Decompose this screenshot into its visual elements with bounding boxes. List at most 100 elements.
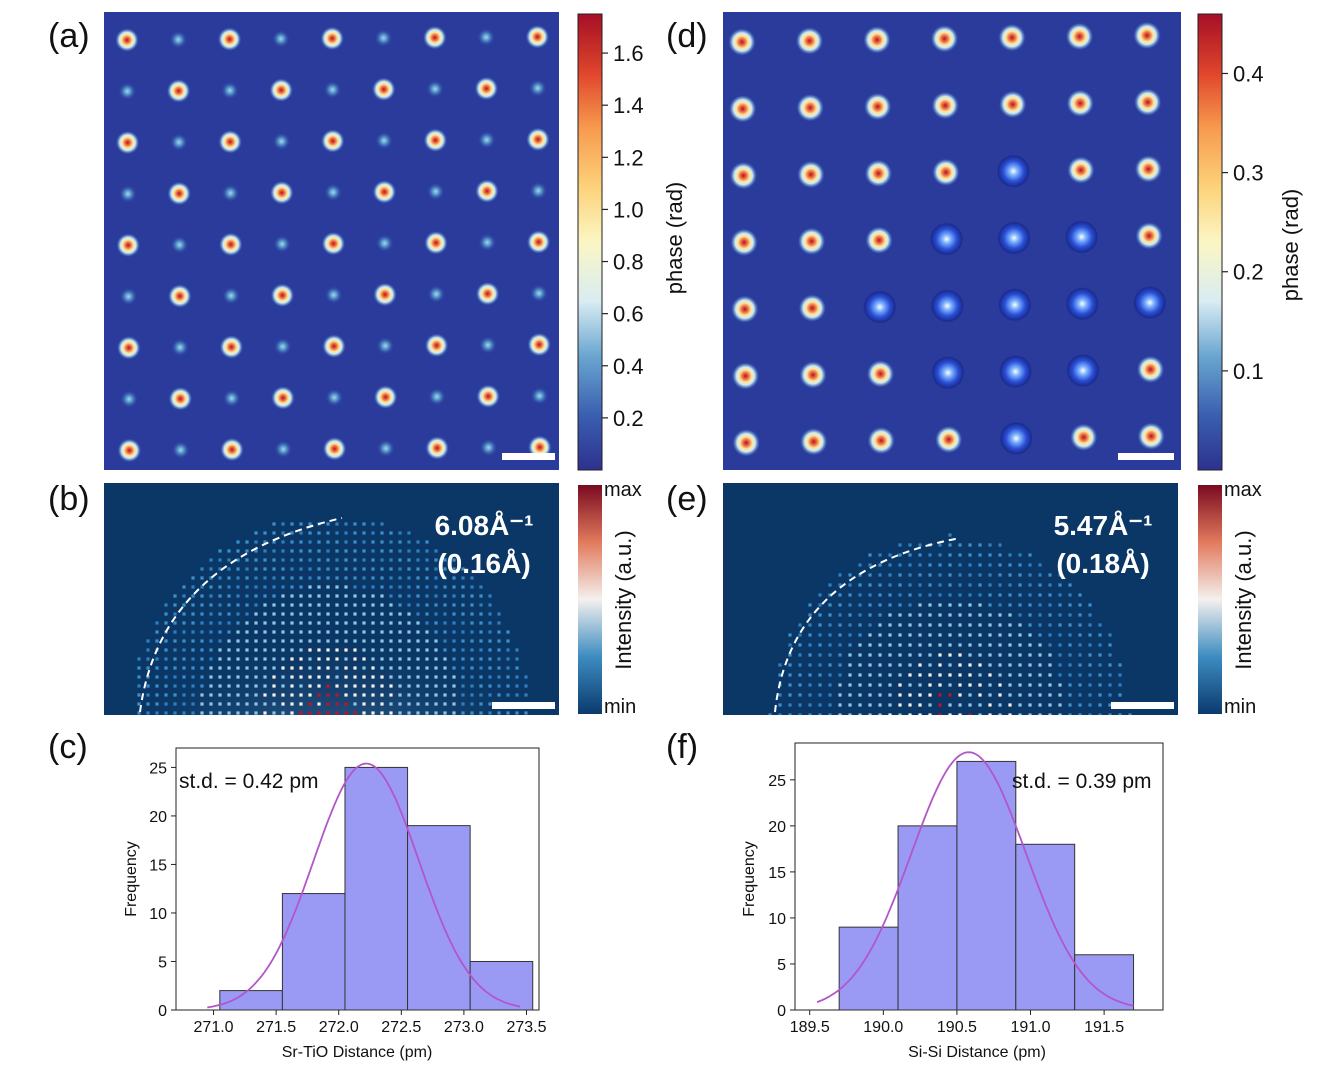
diffraction-spot [1008,713,1012,715]
atom-column-strong [220,437,244,462]
diffraction-spot [335,657,339,661]
diffraction-spot [164,648,168,652]
atom-column [863,25,891,54]
diffraction-spot [968,563,972,567]
diffraction-spot [155,639,159,643]
diffraction-spot [299,648,303,652]
diffraction-spot [1058,603,1062,607]
diffraction-spot [272,549,276,553]
diffraction-spot [908,573,912,577]
diffraction-spot [272,630,276,634]
diffraction-spot [281,531,285,535]
diffraction-spot [362,585,366,589]
diffraction-spot [968,553,972,557]
diffraction-spot [263,711,267,715]
histogram-bar [1015,843,1076,1011]
diffraction-spot [1058,683,1062,687]
diffraction-spot [299,693,303,697]
diffraction-spot [326,531,330,535]
diffraction-spot [200,612,204,616]
diffraction-spot [281,603,285,607]
diffraction-spot [918,593,922,597]
diffraction-spot [398,639,402,643]
diffraction-spot [218,693,222,697]
diffraction-spot [371,522,375,526]
diffraction-spot [1038,643,1042,647]
diffraction-spot [299,558,303,562]
atom-column-strong [270,283,295,308]
atom-column [1134,155,1163,183]
diffraction-spot [1048,713,1052,715]
diffraction-spot [173,648,177,652]
x-tick-label: 190.5 [937,1019,977,1036]
diffraction-spot [1058,653,1062,657]
diffraction-spot [371,585,375,589]
diffraction-spot [868,553,872,557]
diffraction-spot [1038,693,1042,697]
diffraction-spot [470,693,474,697]
diffraction-spot [1018,653,1022,657]
diffraction-spot [281,675,285,679]
diffraction-spot [326,630,330,634]
diffraction-spot [164,621,168,625]
diffraction-spot [506,639,510,643]
diffraction-spot [146,657,150,661]
diffraction-spot [317,603,321,607]
diffraction-spot [209,558,213,562]
diffraction-spot [1068,623,1072,627]
diffraction-spot [335,711,339,715]
diffraction-spot [908,683,912,687]
atom-column-vacancy [997,221,1032,255]
diffraction-spot [1028,713,1032,715]
diffraction-spot [1018,693,1022,697]
diffraction-spot [928,673,932,677]
scale-bar-a [502,453,555,460]
diffraction-b [104,483,559,715]
diffraction-spot [254,540,258,544]
diffraction-spot [218,585,222,589]
diffraction-spot [425,711,429,715]
diffraction-spot [798,703,802,707]
diffraction-spot [389,576,393,580]
diffraction-spot [1008,703,1012,707]
diffraction-spot [506,666,510,670]
diffraction-spot [443,621,447,625]
diffraction-spot [380,621,384,625]
diffraction-spot [1048,703,1052,707]
diffraction-spot [1008,603,1012,607]
diffraction-spot [798,693,802,697]
diffraction-spot [209,603,213,607]
diffraction-spot [443,576,447,580]
diffraction-spot [371,639,375,643]
diffraction-spot [1078,713,1082,715]
diffraction-spot [778,713,782,715]
diffraction-spot [353,666,357,670]
atom-column-strong [425,436,450,460]
diffraction-spot [1048,593,1052,597]
panel-label-f: (f) [666,728,698,766]
diffraction-spot [1088,653,1092,657]
atom-column-strong [424,333,449,358]
diffraction-spot [371,567,375,571]
diffraction-spot [868,693,872,697]
diffraction-spot [488,711,492,715]
diffraction-spot [808,613,812,617]
diffraction-spot [281,522,285,526]
diffraction-spot [245,675,249,679]
diffraction-spot [838,693,842,697]
atom-column-weak [374,29,393,47]
diffraction-spot [137,693,141,697]
diffraction-spot [868,673,872,677]
diffraction-spot [958,713,962,715]
diffraction-spot [443,585,447,589]
diffraction-spot [371,540,375,544]
diffraction-spot [200,711,204,715]
diffraction-spot [1068,643,1072,647]
diffraction-spot [245,603,249,607]
diffraction-spot [938,713,942,715]
diffraction-spot [155,630,159,634]
diffraction-spot [878,583,882,587]
diffraction-spot [371,648,375,652]
diffraction-spot [828,673,832,677]
diffraction-spot [1048,673,1052,677]
